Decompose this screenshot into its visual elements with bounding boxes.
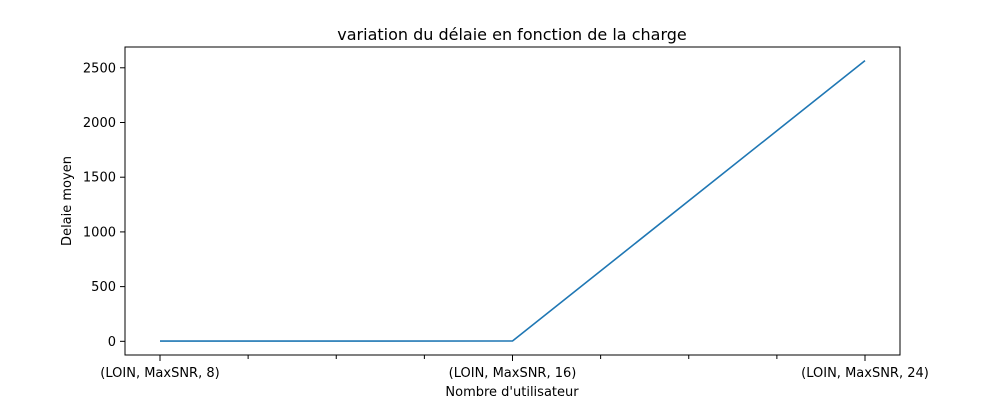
y-tick-label: 500 [91, 280, 116, 295]
y-tick-label: 1000 [83, 225, 116, 240]
x-axis-ticks: (LOIN, MaxSNR, 8) (LOIN, MaxSNR, 16) (LOIN… [100, 355, 929, 381]
series-group [159, 60, 866, 342]
x-tick-label: (LOIN, MaxSNR, 8) [100, 366, 219, 381]
x-tick-label: (LOIN, MaxSNR, 24) [801, 366, 929, 381]
x-axis-label: Nombre d'utilisateur [445, 385, 579, 400]
y-tick-label: 0 [108, 335, 116, 350]
y-tick-label: 2500 [83, 61, 116, 76]
y-tick-label: 1500 [83, 171, 116, 186]
y-tick-label: 2000 [83, 116, 116, 131]
plot-frame [124, 46, 901, 356]
series-line-0 [159, 60, 866, 342]
chart-title: variation du délaie en fonction de la ch… [337, 25, 686, 44]
x-tick-label: (LOIN, MaxSNR, 16) [449, 366, 577, 381]
y-axis-label: Delaie moyen [60, 156, 75, 246]
y-axis-ticks: 0 500 1000 1500 2000 2500 [83, 61, 125, 350]
